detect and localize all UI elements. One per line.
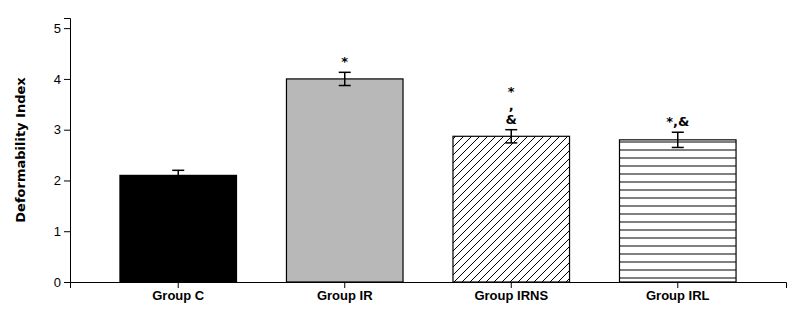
annotation: *,& xyxy=(506,84,517,127)
bar xyxy=(286,79,403,282)
error-cap xyxy=(172,170,184,172)
y-tick: 2 xyxy=(54,173,70,188)
y-tick: 0 xyxy=(54,275,70,290)
plot: 0 1 2 3 4 5 Group C Group IR Group IRNS Group IRL… xyxy=(13,19,787,304)
tick-mark xyxy=(64,231,70,232)
x-tick: Group C xyxy=(152,282,205,303)
tick-mark xyxy=(64,180,70,181)
tick-mark xyxy=(677,282,678,288)
annotations: * *,& *,& xyxy=(341,54,689,129)
tick-label: Group IRL xyxy=(646,288,710,303)
y-tick: 1 xyxy=(54,224,70,239)
y-axis: 0 1 2 3 4 5 xyxy=(54,19,71,290)
x-tick: Group IR xyxy=(317,282,373,303)
error-cap xyxy=(505,129,517,131)
error-bar xyxy=(339,72,351,85)
error-line xyxy=(177,170,179,180)
annotation: *,& xyxy=(666,114,689,129)
bars xyxy=(120,72,736,282)
error-bar xyxy=(672,132,684,147)
error-cap xyxy=(672,147,684,149)
tick-mark xyxy=(64,79,70,80)
tick-mark xyxy=(178,282,179,288)
bar xyxy=(619,140,736,282)
x-tick: Group IRNS xyxy=(474,282,548,303)
tick-label: 0 xyxy=(54,275,61,290)
error-cap xyxy=(339,72,351,74)
y-tick: 5 xyxy=(54,21,70,36)
tick-label: Group IR xyxy=(317,288,373,303)
error-line xyxy=(344,72,346,85)
error-cap xyxy=(339,85,351,87)
bar xyxy=(120,175,237,282)
tick-label: 2 xyxy=(54,173,61,188)
tick-label: Group IRNS xyxy=(474,288,548,303)
axis-line xyxy=(64,19,71,283)
tick-label: 4 xyxy=(54,72,61,87)
axis-line xyxy=(71,283,787,289)
tick-label: Group C xyxy=(152,288,205,303)
y-tick: 3 xyxy=(54,122,70,137)
tick-mark xyxy=(64,282,70,283)
error-cap xyxy=(672,131,684,133)
tick-mark xyxy=(64,28,70,29)
y-label: Deformability Index xyxy=(13,77,28,223)
y-tick: 4 xyxy=(54,72,70,87)
tick-mark xyxy=(64,130,70,131)
error-cap xyxy=(505,142,517,144)
error-line xyxy=(511,130,513,143)
bar xyxy=(453,136,570,282)
annotation: * xyxy=(341,54,348,69)
tick-label: 5 xyxy=(54,21,61,36)
error-bar xyxy=(505,130,517,143)
error-bar xyxy=(172,170,184,180)
tick-mark xyxy=(344,282,345,288)
x-tick: Group IRL xyxy=(646,282,710,303)
x-axis: Group C Group IR Group IRNS Group IRL xyxy=(71,282,787,303)
error-cap xyxy=(172,180,184,182)
error-line xyxy=(677,132,679,147)
chart: 0 1 2 3 4 5 Group C Group IR Group IRNS Group IRL… xyxy=(0,0,801,322)
tick-mark xyxy=(511,282,512,288)
tick-label: 3 xyxy=(54,122,61,137)
tick-label: 1 xyxy=(54,224,61,239)
